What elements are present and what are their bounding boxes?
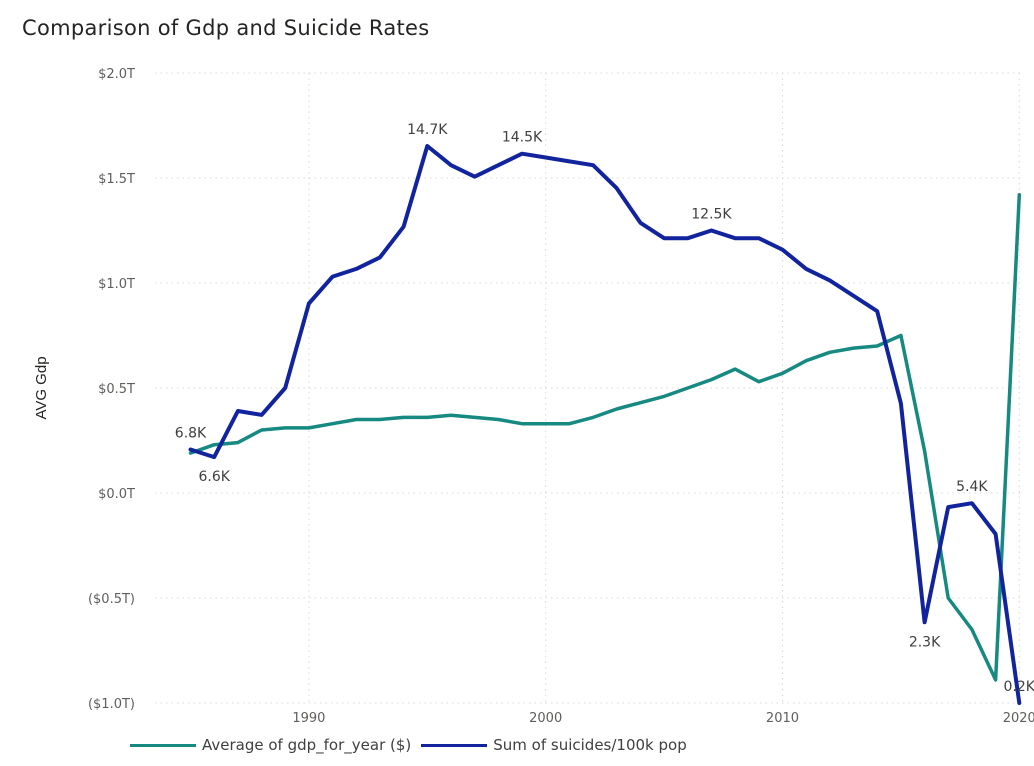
chart-title: Comparison of Gdp and Suicide Rates xyxy=(22,16,430,40)
suicides-data-label-2018: 5.4K xyxy=(956,479,988,495)
x-tick-label-3: 2020 xyxy=(1003,711,1034,726)
y-tick-label-6: ($1.0T) xyxy=(88,697,135,712)
legend-item-gdp[interactable]: Average of gdp_for_year ($) xyxy=(130,736,411,754)
suicides-data-label-2016: 2.3K xyxy=(909,634,941,650)
legend-swatch-suicides xyxy=(421,743,488,747)
legend-label-gdp: Average of gdp_for_year ($) xyxy=(202,736,412,754)
y-tick-label-5: ($0.5T) xyxy=(88,592,135,607)
x-tick-label-2: 2010 xyxy=(766,711,799,726)
suicides-data-label-1985: 6.8K xyxy=(175,425,207,441)
y-tick-label-3: $0.5T xyxy=(98,382,135,397)
x-tick-label-0: 1990 xyxy=(292,711,325,726)
suicides-data-label-1995: 14.7K xyxy=(407,122,448,138)
suicides-data-label-2007: 12.5K xyxy=(691,207,732,223)
x-tick-label-1: 2000 xyxy=(529,711,562,726)
y-tick-label-0: $2.0T xyxy=(98,67,135,82)
line-chart: $2.0T $1.5T $1.0T $0.5T $0.0T ($0.5T) ($1.0T) 1… xyxy=(33,67,1034,726)
series-line-suicides xyxy=(188,144,1022,705)
legend-swatch-gdp xyxy=(130,743,196,747)
y-tick-label-2: $1.0T xyxy=(98,277,135,292)
suicides-data-label-1986: 6.6K xyxy=(198,469,230,485)
legend-item-suicides[interactable]: Sum of suicides/100k pop xyxy=(421,736,687,754)
legend: Average of gdp_for_year ($) Sum of suici… xyxy=(130,733,697,757)
suicides-data-label-2020: 0.2K xyxy=(1004,679,1034,695)
legend-label-suicides: Sum of suicides/100k pop xyxy=(493,736,687,754)
suicides-data-label-1999: 14.5K xyxy=(502,130,543,146)
y-axis-title: AVG Gdp xyxy=(33,356,50,419)
y-tick-label-4: $0.0T xyxy=(98,487,135,502)
y-tick-label-1: $1.5T xyxy=(98,172,135,187)
series-line-gdp xyxy=(188,193,1022,682)
